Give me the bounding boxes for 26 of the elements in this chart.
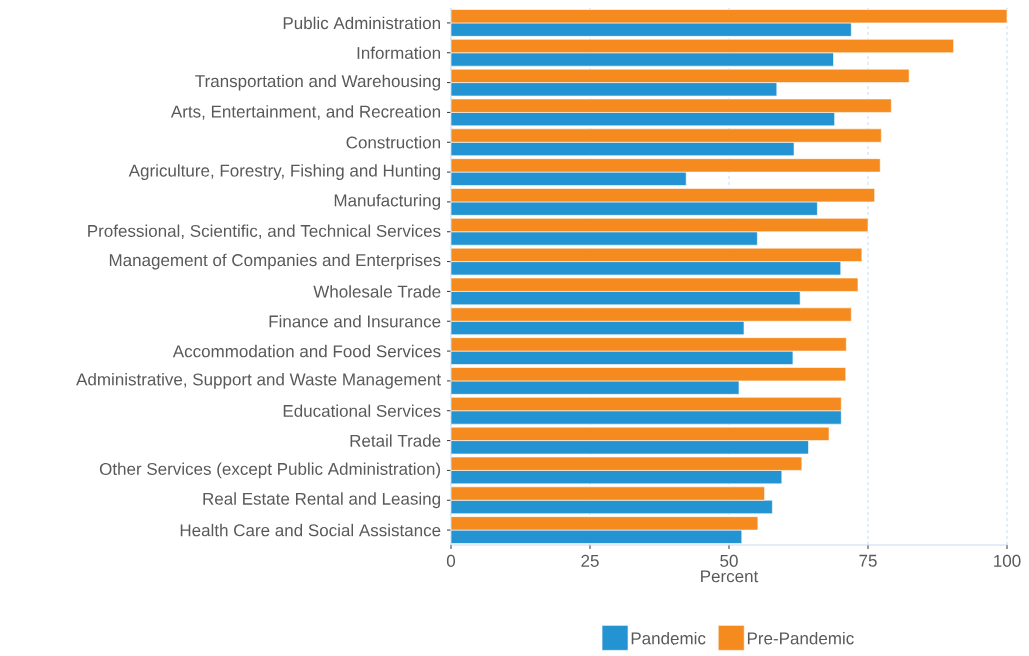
- x-tick-label: 100: [994, 554, 1021, 567]
- y-tick-label: Professional, Scientific, and Technical Services: [88, 224, 441, 239]
- y-tick-label: Agriculture, Forestry, Fishing and Hunting: [128, 164, 440, 181]
- y-tick-label: Management of Companies and Enterprises: [109, 253, 441, 270]
- x-tick-label: 0: [446, 554, 456, 567]
- x-axis-title: Percent: [701, 570, 759, 583]
- y-tick-label: Transportation and Warehousing: [195, 74, 441, 91]
- y-tick-label: Retail Trade: [350, 434, 441, 447]
- y-tick-label: Construction: [346, 136, 441, 149]
- x-tick-label: 25: [581, 554, 599, 567]
- legend-label: Pre-Pandemic: [747, 631, 854, 645]
- y-tick-label: Finance and Insurance: [269, 315, 441, 328]
- y-tick-label: Wholesale Trade: [313, 285, 441, 298]
- y-tick-label: Manufacturing: [334, 194, 441, 210]
- y-tick-label: Information: [357, 46, 441, 59]
- y-tick-label: Other Services (except Public Administration): [99, 462, 441, 479]
- y-tick-label: Educational Services: [283, 404, 441, 417]
- y-tick-label: Real Estate Rental and Leasing: [203, 492, 440, 509]
- y-tick-label: Administrative, Support and Waste Management: [76, 373, 441, 389]
- y-tick-label: Health Care and Social Assistance: [180, 523, 441, 537]
- x-tick-label: 75: [859, 554, 877, 567]
- legend-label: Pandemic: [631, 631, 706, 645]
- y-tick-label: Accommodation and Food Services: [172, 344, 441, 358]
- y-tick-label: Arts, Entertainment, and Recreation: [170, 105, 440, 120]
- x-tick-label: 50: [720, 554, 738, 567]
- y-tick-label: Public Administration: [283, 16, 440, 30]
